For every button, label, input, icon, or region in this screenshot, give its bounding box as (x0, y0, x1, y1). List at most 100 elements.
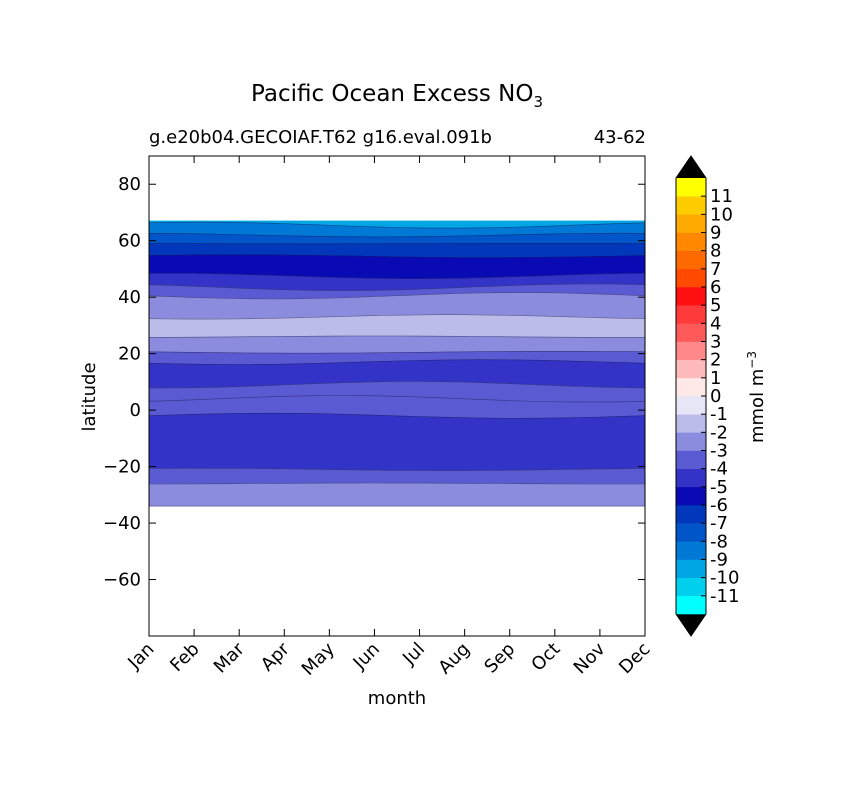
colorbar-tick-label: 3 (710, 332, 721, 353)
colorbar-label-text: mmol m (747, 369, 768, 443)
x-tick-label: Nov (570, 638, 610, 678)
colorbar-segment (676, 595, 706, 615)
colorbar-segment (676, 396, 706, 415)
contour-line (148, 335, 645, 338)
x-tick-label: Apr (257, 638, 294, 675)
colorbar-tick-label: 0 (710, 386, 721, 407)
contour-line (148, 467, 646, 471)
colorbar-segment (676, 250, 706, 270)
colorbar-segment (676, 305, 706, 324)
colorbar-tick-label: 1 (710, 368, 721, 389)
colorbar-segment (676, 432, 706, 451)
contour-line (148, 395, 646, 403)
colorbar-tick-label: -8 (710, 531, 728, 552)
x-tick-label: Jul (398, 639, 429, 670)
colorbar-tick-label: 5 (710, 295, 721, 316)
colorbar-segment (676, 341, 706, 360)
x-tick-label: Mar (210, 638, 249, 677)
colorbar-segment (676, 577, 706, 597)
colorbar-label-exponent: −3 (745, 351, 759, 369)
colorbar-segment (676, 523, 706, 542)
colorbar-tick-label: 7 (710, 259, 721, 280)
x-tick-label: May (298, 638, 339, 679)
colorbar-segment (676, 214, 706, 233)
chart-subtitle-right: 43-62 (594, 127, 646, 148)
contour-line (148, 283, 646, 291)
x-tick-label: Aug (434, 639, 474, 679)
contour-line (148, 232, 646, 238)
colorbar-tick-label: -7 (710, 513, 728, 534)
y-tick-label: 20 (118, 344, 141, 365)
colorbar-tick-label: 9 (710, 223, 721, 244)
contour-line (149, 482, 645, 485)
chart-title-subscript: 3 (533, 93, 543, 111)
y-tick-label: 80 (118, 174, 141, 195)
plot-area: 80 60 40 20 0 −20 −40 −60 Jan Feb Mar Apr May Jun Jul… (103, 155, 655, 680)
contour-band (148, 335, 646, 354)
colorbar-segment (676, 323, 706, 342)
x-tick-label: Sep (480, 639, 519, 678)
colorbar-frame (675, 155, 707, 637)
x-axis-label: month (368, 688, 426, 709)
contour-line (148, 412, 646, 419)
x-tick-label: Feb (166, 639, 203, 676)
colorbar-segment (676, 468, 706, 488)
chart-title: Pacific Ocean Excess NO3 (251, 81, 543, 111)
colorbar-tick-label: -5 (710, 477, 728, 498)
colorbar-segment (676, 196, 706, 215)
colorbar-segment (676, 377, 706, 397)
colorbar-extend-max (676, 156, 706, 178)
y-tick-label: 40 (118, 287, 141, 308)
x-tick-label: Oct (527, 639, 564, 676)
y-tick-label: −20 (103, 457, 141, 478)
contour-line (148, 254, 646, 258)
contour-line (149, 273, 646, 279)
colorbar-tick-label: -11 (710, 586, 739, 607)
y-tick-label: 0 (130, 400, 141, 421)
contour-line (148, 351, 646, 354)
colorbar-tick-label: 8 (710, 241, 721, 262)
colorbar-segment (676, 414, 706, 433)
colorbar-segment (676, 359, 706, 379)
x-tick-label: Dec (615, 639, 654, 678)
chart-subtitle-left: g.e20b04.GECOIAF.T62 g16.eval.091b (149, 127, 492, 148)
colorbar-segment (676, 287, 706, 306)
y-axis: 80 60 40 20 0 −20 −40 −60 (103, 174, 645, 591)
contour-line (148, 292, 646, 300)
colorbar-tick-label: 10 (710, 204, 733, 225)
colorbar-tick-label: -1 (710, 404, 728, 425)
colorbar-segment (676, 559, 706, 578)
colorbar-tick-label: -6 (710, 495, 728, 516)
colorbar-tick-label: -4 (710, 459, 728, 480)
contour-band (148, 482, 646, 507)
contour-line (148, 221, 646, 229)
colorbar-tick-label: -3 (710, 441, 728, 462)
colorbar-tick-label: 6 (710, 277, 721, 298)
contour-line (148, 314, 646, 320)
contour-line (148, 243, 645, 245)
colorbar-tick-label: 4 (710, 313, 721, 334)
y-tick-label: 60 (118, 231, 141, 252)
y-tick-label: −40 (103, 513, 141, 534)
contour-band (148, 412, 646, 471)
colorbar-segment (676, 232, 706, 251)
colorbar-segment (676, 268, 706, 288)
x-tick-label: Jun (349, 639, 384, 674)
colorbar-tick-label: -10 (710, 568, 739, 589)
colorbar-tick-label: 11 (710, 186, 733, 207)
contour-line (148, 359, 646, 365)
colorbar-segment (676, 541, 706, 560)
y-axis-label: latitude (79, 362, 100, 431)
colorbar-tick-label: -2 (710, 422, 728, 443)
y-tick-label: −60 (103, 570, 141, 591)
colorbar-segment (676, 486, 706, 506)
colorbar-extend-min (676, 614, 706, 636)
colorbar-segment (676, 178, 706, 197)
x-tick-label: Jan (123, 639, 158, 674)
contour-bands (148, 220, 646, 507)
colorbar-label: mmol m−3 (745, 351, 768, 443)
colorbar-segment (676, 505, 706, 524)
contour-line (148, 381, 646, 389)
